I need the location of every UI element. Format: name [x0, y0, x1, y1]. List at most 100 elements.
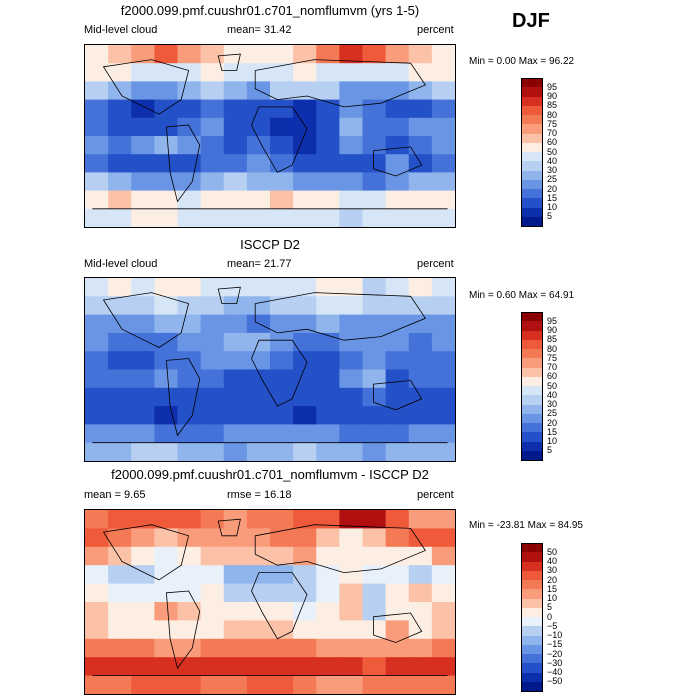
colorbar-tick-label: 25 — [547, 174, 558, 185]
heatmap-cell — [223, 63, 248, 82]
panel-1-colorbar: 95 90 85 80 75 70 60 50 40 30 25 20 15 10 5 — [521, 78, 581, 227]
heatmap-cell — [85, 351, 109, 371]
panel-3-colorbar: 50 40 30 20 15 10 5 0 −5 −10 −15 −20 −30 −40 −50 — [521, 543, 581, 692]
heatmap-cell — [362, 208, 387, 227]
panel-3-heatmap — [85, 510, 455, 694]
heatmap-cell — [270, 154, 294, 173]
heatmap-cell — [108, 442, 132, 461]
panel-2-variable-label: Mid-level cloud — [84, 258, 158, 270]
heatmap-cell — [131, 546, 155, 566]
heatmap-cell — [85, 136, 109, 155]
heatmap-cell — [293, 154, 317, 173]
heatmap-cell — [154, 675, 179, 694]
heatmap-cell — [385, 296, 410, 316]
coastline — [165, 590, 201, 670]
colorbar-swatch — [521, 216, 543, 227]
heatmap-cell — [431, 136, 455, 155]
heatmap-cell — [154, 296, 179, 316]
heatmap-cell — [293, 406, 317, 425]
colorbar-tick-label: 60 — [547, 371, 558, 382]
coastline — [251, 572, 308, 640]
heatmap-cell — [177, 442, 202, 461]
colorbar-tick-label: 70 — [547, 128, 558, 138]
colorbar-tick-label: 75 — [547, 352, 558, 363]
heatmap-cell — [246, 406, 271, 425]
heatmap-cell — [200, 638, 225, 658]
heatmap-cell — [385, 602, 410, 621]
heatmap-cell — [85, 172, 109, 192]
heatmap-cell — [339, 314, 364, 334]
colorbar-tick-label: 10 — [547, 202, 558, 212]
heatmap-cell — [246, 528, 271, 548]
colorbar-swatch — [521, 617, 543, 627]
heatmap-cell — [362, 81, 387, 101]
heatmap-cell — [385, 620, 410, 640]
heatmap-cell — [108, 278, 132, 297]
heatmap-cell — [339, 154, 364, 173]
heatmap-cell — [385, 81, 410, 101]
heatmap-cell — [246, 63, 271, 82]
heatmap-cell — [270, 442, 294, 461]
colorbar-swatch — [521, 349, 543, 359]
heatmap-cell — [316, 406, 340, 425]
heatmap-cell — [246, 638, 271, 658]
heatmap-cell — [108, 296, 132, 316]
heatmap-cell — [339, 63, 364, 82]
heatmap-cell — [408, 369, 433, 389]
heatmap-cell — [108, 638, 132, 658]
heatmap-cell — [200, 81, 225, 101]
heatmap-cell — [385, 442, 410, 461]
heatmap-cell — [270, 172, 294, 192]
heatmap-cell — [246, 351, 271, 371]
colorbar-tick-label: 30 — [547, 565, 558, 576]
heatmap-cell — [154, 546, 179, 566]
heatmap-cell — [316, 208, 340, 227]
coastline — [102, 524, 190, 581]
coastline — [254, 524, 427, 574]
heatmap-cell — [385, 565, 410, 585]
panel-2-title: ISCCP D2 — [240, 237, 300, 252]
heatmap-cell — [362, 296, 387, 316]
heatmap-cell — [246, 296, 271, 316]
heatmap-cell — [293, 638, 317, 658]
heatmap-cell — [293, 63, 317, 82]
heatmap-cell — [362, 314, 387, 334]
heatmap-cell — [270, 387, 294, 407]
heatmap-cell — [293, 583, 317, 603]
heatmap-cell — [177, 208, 202, 227]
panel-1-mean-label: mean= 31.42 — [227, 24, 292, 36]
heatmap-cell — [293, 369, 317, 389]
heatmap-cell — [362, 528, 387, 548]
heatmap-cell — [85, 675, 109, 694]
heatmap-cell — [339, 172, 364, 192]
heatmap-cell — [200, 45, 225, 64]
heatmap-cell — [270, 675, 294, 694]
heatmap-cell — [408, 296, 433, 316]
colorbar-swatch — [521, 561, 543, 571]
colorbar-tick-label: 95 — [547, 315, 558, 326]
heatmap-cell — [108, 190, 132, 210]
heatmap-cell — [246, 99, 271, 119]
heatmap-cell — [85, 565, 109, 585]
coastline — [102, 59, 190, 115]
heatmap-cell — [154, 45, 179, 64]
heatmap-cell — [223, 620, 248, 640]
heatmap-cell — [108, 81, 132, 101]
colorbar-swatch — [521, 663, 543, 673]
heatmap-cell — [408, 583, 433, 603]
heatmap-cell — [131, 314, 155, 334]
heatmap-cell — [293, 442, 317, 461]
coastline — [251, 106, 308, 173]
heatmap-cell — [362, 45, 387, 64]
heatmap-cell — [316, 154, 340, 173]
heatmap-cell — [293, 208, 317, 227]
heatmap-cell — [362, 638, 387, 658]
heatmap-cell — [223, 583, 248, 603]
heatmap-cell — [200, 583, 225, 603]
heatmap-cell — [362, 675, 387, 694]
heatmap-cell — [339, 332, 364, 352]
heatmap-cell — [293, 99, 317, 119]
heatmap-cell — [85, 510, 109, 529]
heatmap-cell — [293, 424, 317, 444]
heatmap-cell — [431, 117, 455, 137]
